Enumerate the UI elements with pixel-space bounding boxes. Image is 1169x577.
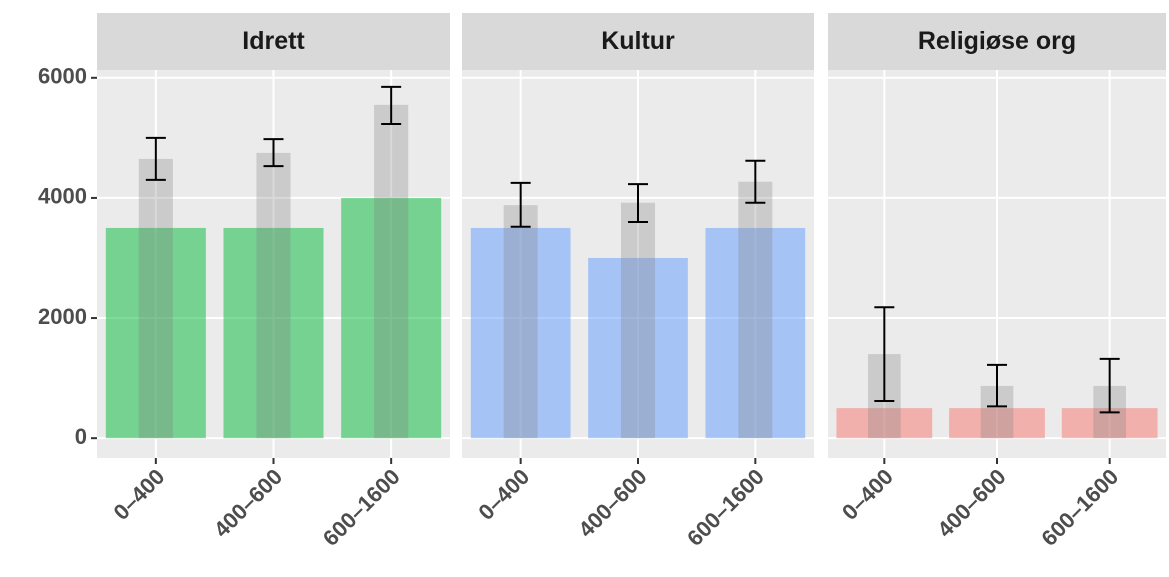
bar [105,227,206,439]
x-tick-label: 400–600 [209,464,287,542]
x-tick-label: 400–600 [573,464,651,542]
mean-bar [738,181,773,439]
mean-bar [138,158,173,439]
panel-title: Idrett [242,27,305,55]
mean-bar [256,152,291,439]
bar [341,197,442,439]
bar [223,227,324,439]
panel-title: Kultur [601,27,675,55]
bar [949,408,1045,439]
y-tick-label: 0 [75,424,87,449]
panel-title: Religiøse org [918,27,1076,55]
strip [462,13,814,70]
mean-bar [620,202,656,439]
mean-bar [503,205,538,439]
y-tick-label: 2000 [38,304,87,329]
y-tick-label: 4000 [38,184,87,209]
bar [588,257,688,439]
y-tick-label: 6000 [38,64,87,89]
mean-bar [374,104,409,439]
bar [705,227,806,439]
x-tick-label: 0–400 [109,464,170,525]
x-tick-label: 400–600 [932,464,1010,542]
x-tick-label: 600–1600 [1036,464,1123,551]
strip [97,13,450,70]
x-tick-label: 0–400 [837,464,898,525]
x-tick-label: 600–1600 [682,464,769,551]
bar [470,227,571,439]
bar [836,408,933,439]
x-tick-label: 600–1600 [318,464,405,551]
strip [828,13,1166,70]
x-tick-label: 0–400 [473,464,534,525]
